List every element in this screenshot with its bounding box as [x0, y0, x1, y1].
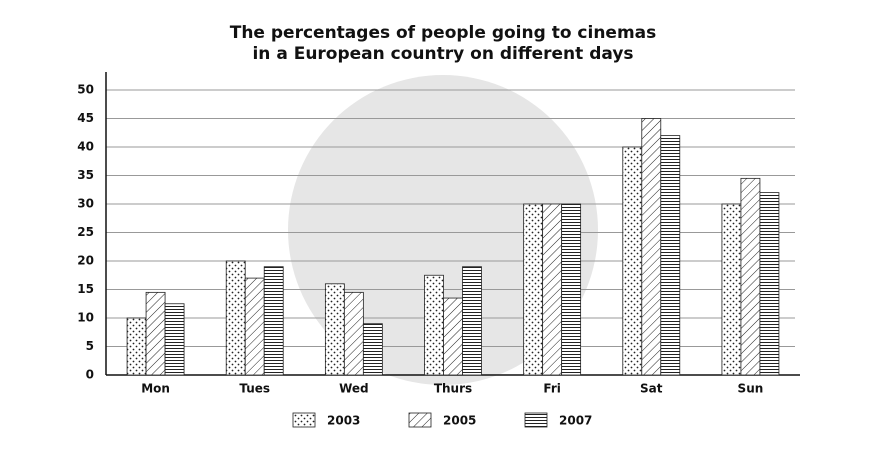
x-tick-label: Tues [239, 382, 270, 396]
y-tick-label: 0 [86, 368, 94, 382]
x-tick-label: Fri [543, 382, 560, 396]
bar [523, 203, 544, 376]
bar [126, 317, 147, 376]
y-tick-label: 20 [77, 254, 94, 268]
bar [622, 146, 643, 376]
bar [660, 135, 681, 376]
legend-swatch [408, 412, 432, 428]
bar [263, 266, 284, 376]
chart-title: in a European country on different days [252, 44, 633, 64]
y-tick-label: 45 [77, 111, 94, 125]
x-tick-label: Wed [339, 382, 369, 396]
bar [362, 323, 383, 376]
bar [740, 177, 761, 376]
legend-swatch [524, 412, 548, 428]
y-tick-label: 50 [77, 83, 94, 97]
bar [324, 283, 345, 376]
legend-label: 2003 [327, 414, 360, 428]
bar [542, 203, 563, 376]
bar [145, 291, 166, 376]
y-tick-label: 25 [77, 225, 94, 239]
x-tick-label: Thurs [434, 382, 472, 396]
x-tick-label: Mon [141, 382, 170, 396]
x-tick-label: Sun [738, 382, 764, 396]
x-tick-label: Sat [640, 382, 663, 396]
y-tick-label: 5 [86, 339, 94, 353]
bar [164, 303, 185, 376]
legend-swatch [292, 412, 316, 428]
y-tick-label: 10 [77, 311, 94, 325]
bar [641, 118, 662, 376]
bar [424, 274, 444, 376]
bar [721, 203, 742, 376]
bar [561, 203, 582, 376]
legend-label: 2005 [443, 414, 476, 428]
y-tick-label: 30 [77, 197, 94, 211]
legend-label: 2007 [559, 414, 592, 428]
y-tick-label: 35 [77, 168, 94, 182]
bar [462, 266, 482, 376]
bar [225, 260, 246, 376]
bar [443, 297, 463, 376]
chart-title: The percentages of people going to cinem… [230, 23, 657, 43]
bar [759, 192, 780, 376]
bar [244, 277, 265, 376]
bar [343, 291, 364, 376]
y-tick-label: 40 [77, 140, 94, 154]
watermark [288, 75, 598, 385]
y-tick-label: 15 [77, 282, 94, 296]
